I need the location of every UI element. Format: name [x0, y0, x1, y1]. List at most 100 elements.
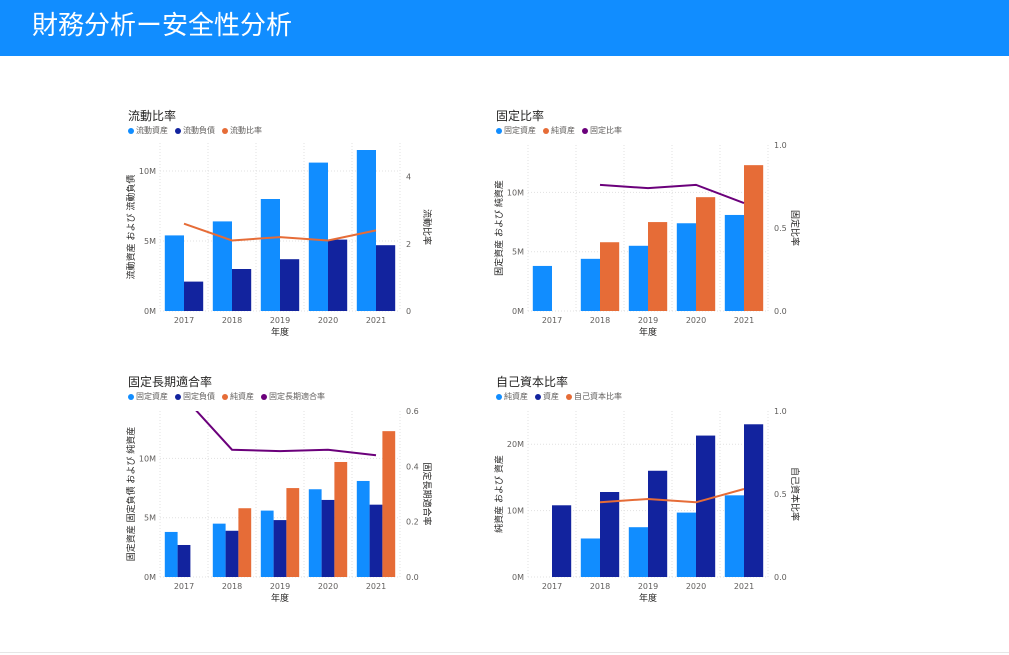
bar[interactable] — [164, 235, 184, 311]
x-tick-label: 2020 — [686, 316, 706, 325]
chart-fixed-long-term-ratio: 0M 5M 10M 0.0 0.2 0.4 0.6 2017 2018 2019 2020 2021 年… — [125, 407, 433, 604]
chart-current-ratio: 0M 5M 10M 0 2 4 2017 2018 2019 2020 2021 年度 流動資産 および… — [125, 143, 433, 338]
legend-fixed-ratio: 固定資産 純資産 固定比率 — [496, 125, 622, 136]
legend-item[interactable]: 流動負債 — [175, 125, 215, 136]
bar[interactable] — [334, 461, 348, 577]
legend-item[interactable]: 流動比率 — [222, 125, 262, 136]
bar[interactable] — [321, 499, 335, 577]
legend-label: 固定資産 — [504, 126, 536, 135]
x-tick-label: 2020 — [686, 582, 706, 591]
legend-item[interactable]: 純資産 — [222, 391, 254, 402]
bar[interactable] — [600, 492, 620, 577]
bar[interactable] — [232, 269, 252, 311]
bar[interactable] — [356, 150, 376, 311]
legend-dot-icon — [222, 393, 228, 400]
bar[interactable] — [164, 531, 178, 577]
legend-item[interactable]: 固定比率 — [582, 125, 622, 136]
bar[interactable] — [628, 527, 648, 577]
bar[interactable] — [552, 505, 572, 577]
bar[interactable] — [628, 245, 648, 311]
series-line[interactable] — [599, 183, 745, 205]
legend-dot-icon — [566, 393, 572, 400]
bar[interactable] — [286, 488, 300, 577]
x-tick-label: 2021 — [734, 316, 754, 325]
bar[interactable] — [696, 435, 716, 577]
y-tick-label: 10M — [507, 507, 524, 516]
bar[interactable] — [724, 495, 744, 577]
bar[interactable] — [648, 470, 668, 577]
x-tick-label: 2020 — [318, 582, 338, 591]
bar[interactable] — [744, 165, 764, 311]
bar[interactable] — [676, 512, 696, 577]
chart-title-equity-ratio: 自己資本比率 — [496, 375, 569, 389]
bar[interactable] — [260, 199, 280, 311]
bar[interactable] — [238, 508, 252, 577]
legend-item[interactable]: 固定資産 — [496, 125, 536, 136]
bar[interactable] — [177, 544, 191, 577]
y-tick-label: 5M — [512, 248, 524, 257]
bar[interactable] — [580, 538, 600, 577]
series-line[interactable] — [183, 222, 377, 242]
y2-axis-title: 固定長期適合率 — [421, 462, 433, 525]
bar[interactable] — [648, 222, 668, 311]
bar[interactable] — [600, 242, 620, 311]
bar[interactable] — [212, 221, 232, 311]
bar[interactable] — [356, 480, 370, 577]
bar[interactable] — [744, 424, 764, 577]
bar[interactable] — [308, 162, 328, 311]
legend-label: 流動負債 — [183, 126, 215, 135]
legend-dot-icon — [175, 393, 181, 400]
y-tick-label: 5M — [144, 237, 156, 246]
x-tick-label: 2019 — [270, 582, 290, 591]
y-tick-label: 10M — [139, 454, 156, 463]
x-tick-label: 2018 — [222, 582, 242, 591]
series-line[interactable] — [599, 488, 745, 504]
chart-equity-ratio: 0M 10M 20M 0.0 0.5 1.0 2017 2018 2019 2020 2021 年度 純… — [493, 407, 801, 604]
x-tick-label: 2017 — [174, 582, 194, 591]
legend-dot-icon — [128, 127, 134, 134]
bar[interactable] — [382, 431, 396, 577]
bar[interactable] — [532, 265, 552, 311]
bar[interactable] — [580, 258, 600, 311]
chart-title-current-ratio: 流動比率 — [128, 109, 177, 123]
y-axis-title: 固定資産 固定負債 および 純資産 — [125, 427, 137, 562]
bar[interactable] — [328, 239, 348, 311]
legend-item[interactable]: 固定資産 — [128, 391, 168, 402]
legend-label: 固定比率 — [590, 126, 622, 135]
header-bar: 財務分析ー安全性分析 — [0, 0, 1009, 56]
legend-dot-icon — [582, 127, 588, 134]
bar[interactable] — [184, 281, 204, 311]
legend-dot-icon — [496, 393, 502, 400]
legend-item[interactable]: 純資産 — [496, 391, 528, 402]
bar[interactable] — [724, 214, 744, 311]
y2-axis-title: 固定比率 — [789, 210, 801, 246]
bar[interactable] — [308, 489, 322, 577]
bar[interactable] — [369, 504, 383, 577]
legend-item[interactable]: 純資産 — [543, 125, 575, 136]
legend-label: 流動比率 — [230, 126, 262, 135]
bar[interactable] — [676, 223, 696, 311]
y-tick-label: 0M — [512, 307, 524, 316]
legend-item[interactable]: 固定負債 — [175, 391, 215, 402]
y2-tick-label: 4 — [406, 173, 411, 182]
x-tick-label: 2017 — [542, 582, 562, 591]
bar[interactable] — [260, 510, 274, 577]
bar[interactable] — [273, 520, 287, 577]
bar[interactable] — [696, 197, 716, 311]
legend-current-ratio: 流動資産 流動負債 流動比率 — [128, 125, 262, 136]
legend-item[interactable]: 資産 — [535, 391, 559, 402]
bar[interactable] — [280, 259, 300, 311]
legend-item[interactable]: 流動資産 — [128, 125, 168, 136]
y2-axis-title: 流動比率 — [421, 209, 433, 245]
legend-label: 純資産 — [230, 392, 254, 401]
bar[interactable] — [225, 530, 239, 577]
legend-label: 固定長期適合率 — [269, 392, 325, 401]
legend-item[interactable]: 固定長期適合率 — [261, 391, 325, 402]
legend-dot-icon — [496, 127, 502, 134]
legend-item[interactable]: 自己資本比率 — [566, 391, 622, 402]
bar[interactable] — [376, 245, 396, 311]
series-line[interactable] — [184, 397, 377, 457]
bar[interactable] — [212, 523, 226, 577]
x-tick-label: 2019 — [638, 316, 658, 325]
y-tick-label: 0M — [144, 573, 156, 582]
